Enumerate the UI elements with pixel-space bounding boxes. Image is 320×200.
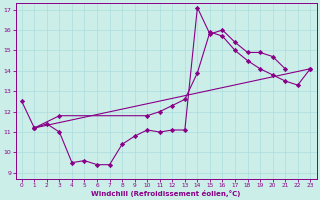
X-axis label: Windchill (Refroidissement éolien,°C): Windchill (Refroidissement éolien,°C) [91,190,241,197]
